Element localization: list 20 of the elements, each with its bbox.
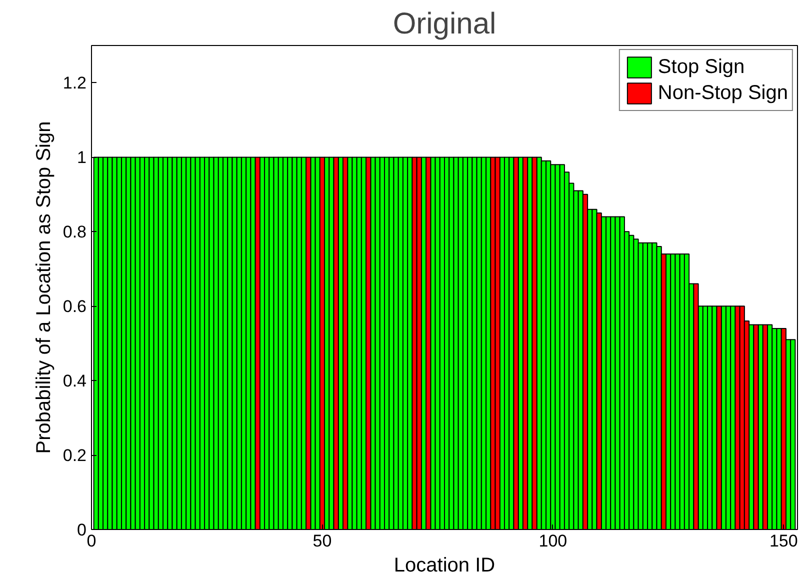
x-tick-label: 100	[538, 532, 568, 550]
x-tick-label: 150	[769, 532, 798, 550]
y-tick-label: 1	[77, 148, 87, 168]
bar	[753, 324, 759, 530]
y-tick-label: 1.2	[62, 74, 87, 93]
bar	[426, 156, 432, 530]
legend-label: Stop Sign	[658, 56, 745, 78]
x-tick-label: 50	[312, 532, 332, 550]
legend-label: Non-Stop Sign	[658, 82, 788, 104]
bar	[342, 156, 348, 530]
chart-title: Original	[392, 8, 496, 40]
bar	[522, 156, 528, 530]
bar	[582, 194, 588, 530]
y-axis-title: Probability of a Location as Stop Sign	[32, 121, 55, 454]
y-tick-label: 0.6	[62, 297, 87, 316]
x-axis-title: Location ID	[394, 554, 496, 576]
y-tick-label: 0.4	[62, 372, 87, 391]
y-tick-label: 0.2	[62, 446, 87, 466]
y-tick-label: 0.8	[62, 222, 87, 242]
bar	[762, 324, 768, 530]
